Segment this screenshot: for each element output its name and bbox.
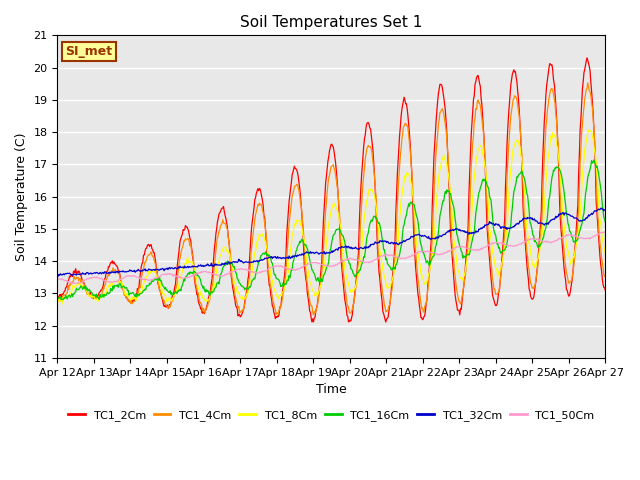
TC1_4Cm xyxy=(120,288,127,294)
TC1_8Cm xyxy=(205,297,213,302)
TC1_16Cm xyxy=(54,295,61,301)
TC1_16Cm xyxy=(176,287,184,292)
TC1_2Cm xyxy=(382,319,390,325)
TC1_4Cm xyxy=(63,290,71,296)
TC1_32Cm xyxy=(54,273,62,279)
TC1_16Cm xyxy=(64,293,72,299)
TC1_2Cm xyxy=(415,295,422,301)
X-axis label: Time: Time xyxy=(316,383,347,396)
TC1_2Cm xyxy=(399,102,406,108)
TC1_2Cm xyxy=(63,281,71,287)
TC1_4Cm xyxy=(584,80,591,86)
TC1_4Cm xyxy=(175,257,183,263)
TC1_2Cm xyxy=(602,288,609,293)
TC1_4Cm xyxy=(204,300,212,306)
TC1_2Cm xyxy=(175,246,183,252)
TC1_32Cm xyxy=(399,240,406,245)
Y-axis label: Soil Temperature (C): Soil Temperature (C) xyxy=(15,132,28,261)
TC1_8Cm xyxy=(120,291,128,297)
TC1_4Cm xyxy=(54,297,61,303)
TC1_32Cm xyxy=(205,263,213,269)
TC1_50Cm xyxy=(602,229,609,235)
TC1_32Cm xyxy=(602,207,609,213)
TC1_32Cm xyxy=(415,231,422,237)
Legend: TC1_2Cm, TC1_4Cm, TC1_8Cm, TC1_16Cm, TC1_32Cm, TC1_50Cm: TC1_2Cm, TC1_4Cm, TC1_8Cm, TC1_16Cm, TC1… xyxy=(64,406,599,425)
Line: TC1_8Cm: TC1_8Cm xyxy=(58,130,605,304)
TC1_16Cm xyxy=(59,297,67,302)
TC1_2Cm xyxy=(204,296,212,301)
Line: TC1_50Cm: TC1_50Cm xyxy=(58,232,605,284)
TC1_2Cm xyxy=(54,293,61,299)
Line: TC1_2Cm: TC1_2Cm xyxy=(58,58,605,322)
TC1_8Cm xyxy=(602,251,609,257)
TC1_4Cm xyxy=(399,132,406,137)
TC1_50Cm xyxy=(176,274,184,279)
Line: TC1_4Cm: TC1_4Cm xyxy=(58,83,605,315)
TC1_8Cm xyxy=(58,301,66,307)
TC1_16Cm xyxy=(399,229,406,235)
TC1_16Cm xyxy=(120,284,128,290)
TC1_8Cm xyxy=(176,276,184,281)
TC1_32Cm xyxy=(598,205,605,211)
Text: SI_met: SI_met xyxy=(66,45,113,58)
TC1_4Cm xyxy=(310,312,317,318)
TC1_32Cm xyxy=(120,269,128,275)
TC1_8Cm xyxy=(415,253,422,259)
TC1_50Cm xyxy=(205,269,213,275)
TC1_8Cm xyxy=(54,297,61,303)
Title: Soil Temperatures Set 1: Soil Temperatures Set 1 xyxy=(240,15,422,30)
TC1_16Cm xyxy=(602,219,609,225)
TC1_16Cm xyxy=(415,224,422,229)
TC1_2Cm xyxy=(583,55,591,61)
TC1_32Cm xyxy=(64,271,72,276)
TC1_50Cm xyxy=(415,250,422,255)
TC1_16Cm xyxy=(205,291,213,297)
TC1_50Cm xyxy=(69,281,77,287)
TC1_50Cm xyxy=(63,279,71,285)
TC1_4Cm xyxy=(415,280,422,286)
Line: TC1_16Cm: TC1_16Cm xyxy=(58,160,605,300)
TC1_50Cm xyxy=(120,275,128,281)
Line: TC1_32Cm: TC1_32Cm xyxy=(58,208,605,276)
TC1_32Cm xyxy=(54,272,61,278)
TC1_50Cm xyxy=(54,276,61,281)
TC1_32Cm xyxy=(176,264,184,269)
TC1_16Cm xyxy=(590,157,598,163)
TC1_8Cm xyxy=(585,127,593,133)
TC1_2Cm xyxy=(120,289,127,295)
TC1_8Cm xyxy=(64,293,72,299)
TC1_8Cm xyxy=(399,187,406,192)
TC1_50Cm xyxy=(399,255,406,261)
TC1_4Cm xyxy=(602,274,609,280)
